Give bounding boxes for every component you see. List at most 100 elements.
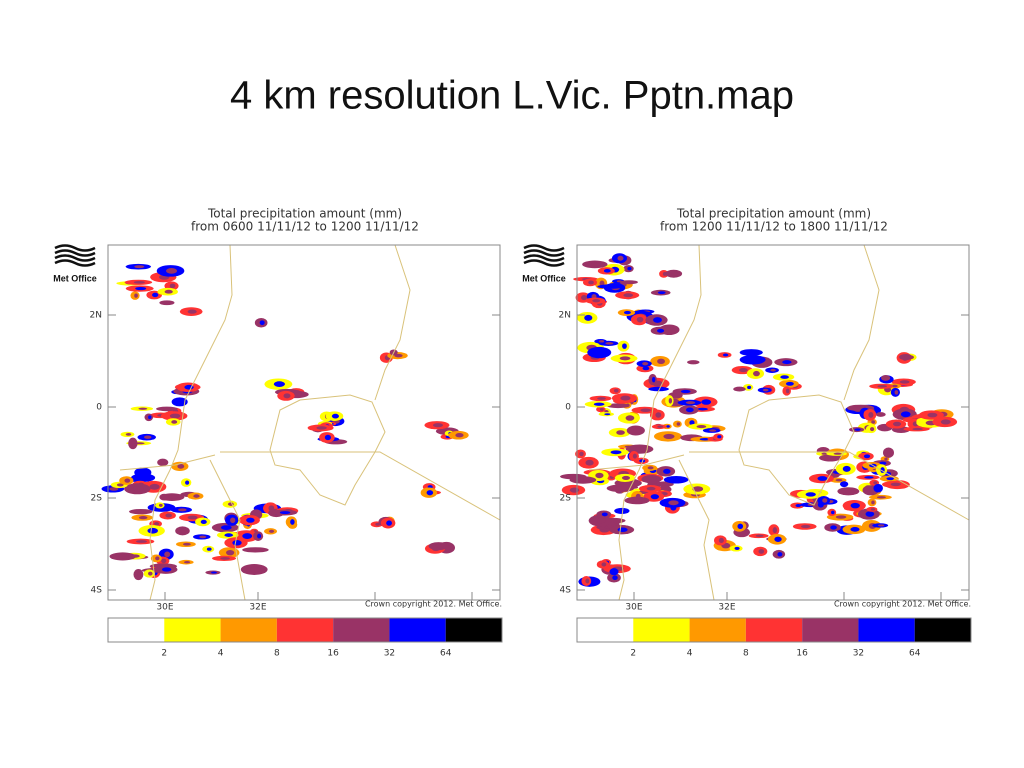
- logo-wave: [54, 244, 96, 252]
- rain-core: [821, 452, 828, 455]
- rain-core: [290, 519, 295, 525]
- rain-core: [873, 481, 878, 485]
- border-line: [209, 459, 246, 601]
- rain-core: [868, 487, 876, 493]
- rain-core: [137, 571, 142, 578]
- rain-core: [606, 285, 617, 288]
- rain-core: [647, 466, 654, 470]
- rain-core: [585, 459, 594, 466]
- rain-core: [619, 356, 631, 361]
- rain-core: [116, 483, 124, 487]
- rain-core: [612, 575, 618, 581]
- border-line: [269, 394, 386, 506]
- rain-core: [273, 381, 285, 388]
- rain-core: [584, 314, 593, 321]
- rain-core: [184, 561, 191, 564]
- rain-core: [592, 299, 601, 303]
- legend-label: 2: [630, 649, 636, 659]
- rain-core: [657, 358, 665, 365]
- border-line: [588, 454, 685, 471]
- rain-core: [722, 353, 729, 357]
- rain-core: [137, 510, 147, 513]
- rain-core: [593, 402, 605, 406]
- rain-core: [147, 527, 158, 534]
- map-subtitle: from 1200 11/11/12 to 1800 11/11/12: [660, 220, 888, 234]
- lon-label: 30E: [156, 603, 173, 613]
- rain-core: [254, 511, 260, 518]
- rain-core: [595, 349, 606, 356]
- rain-core: [833, 452, 842, 455]
- rain-core: [167, 495, 178, 500]
- rain-core: [623, 293, 634, 298]
- rain-core: [663, 433, 675, 439]
- rain-core: [613, 569, 617, 574]
- rain-core: [663, 468, 671, 474]
- rain-core: [831, 510, 835, 515]
- map-title: Total precipitation amount (mm): [676, 207, 871, 221]
- rain-core: [734, 546, 740, 550]
- legend-label: 2: [161, 649, 167, 659]
- rain-core: [739, 368, 748, 373]
- precipitation-map: Total precipitation amount (mm)from 1200…: [522, 207, 972, 659]
- rain-core: [717, 435, 722, 439]
- rain-core: [800, 524, 811, 529]
- rain-core: [155, 556, 160, 561]
- rain-core: [748, 357, 759, 363]
- rain-core: [927, 412, 938, 418]
- rain-core: [817, 476, 828, 481]
- rain-core: [642, 362, 649, 366]
- rain-core: [636, 316, 644, 323]
- rain-core: [455, 433, 464, 438]
- rain-core: [835, 515, 847, 519]
- border-line: [374, 244, 411, 401]
- lat-label: 0: [96, 403, 102, 413]
- legend-border: [107, 617, 503, 643]
- logo-wave: [54, 254, 96, 262]
- rain-core: [109, 487, 119, 491]
- slide-title: 4 km resolution L.Vic. Pptn.map: [230, 74, 794, 118]
- rain-core: [854, 428, 861, 431]
- border-line: [689, 451, 970, 521]
- rain-core: [780, 375, 789, 379]
- legend-swatch: [276, 618, 334, 642]
- rain-core: [650, 494, 659, 500]
- rain-core: [877, 384, 887, 388]
- rain-core: [663, 487, 669, 492]
- logo-wave: [523, 249, 565, 257]
- rain-core: [597, 397, 606, 400]
- rain-core: [617, 527, 628, 533]
- lat-label: 4S: [91, 586, 103, 596]
- lon-label: 32E: [249, 603, 266, 613]
- rain-core: [579, 451, 584, 457]
- legend-swatch: [689, 618, 746, 642]
- rain-core: [578, 478, 590, 482]
- legend-swatch: [220, 618, 277, 642]
- rain-core: [871, 420, 876, 424]
- rain-core: [795, 504, 802, 508]
- logo-text: Met Office: [522, 273, 566, 283]
- rain-core: [283, 393, 291, 399]
- rain-core: [785, 381, 794, 386]
- legend-label: 32: [853, 649, 864, 659]
- rain-core: [625, 415, 635, 421]
- lat-label: 2S: [91, 494, 103, 504]
- rain-core: [680, 389, 691, 394]
- rain-core: [850, 502, 860, 509]
- rain-core: [770, 368, 776, 372]
- rain-core: [755, 534, 764, 537]
- rain-core: [180, 528, 187, 534]
- legend-swatch: [633, 618, 690, 642]
- rain-core: [432, 423, 443, 428]
- rain-core: [152, 292, 159, 298]
- rain-core: [394, 353, 403, 358]
- rain-core: [230, 517, 236, 524]
- rain-core: [596, 517, 606, 524]
- rain-core: [187, 515, 198, 520]
- rain-core: [613, 389, 619, 393]
- rain-core: [232, 540, 242, 546]
- rain-core: [886, 477, 895, 481]
- map-subtitle: from 0600 11/11/12 to 1200 11/11/12: [191, 220, 419, 234]
- rain-core: [426, 490, 434, 496]
- rain-core: [257, 533, 262, 539]
